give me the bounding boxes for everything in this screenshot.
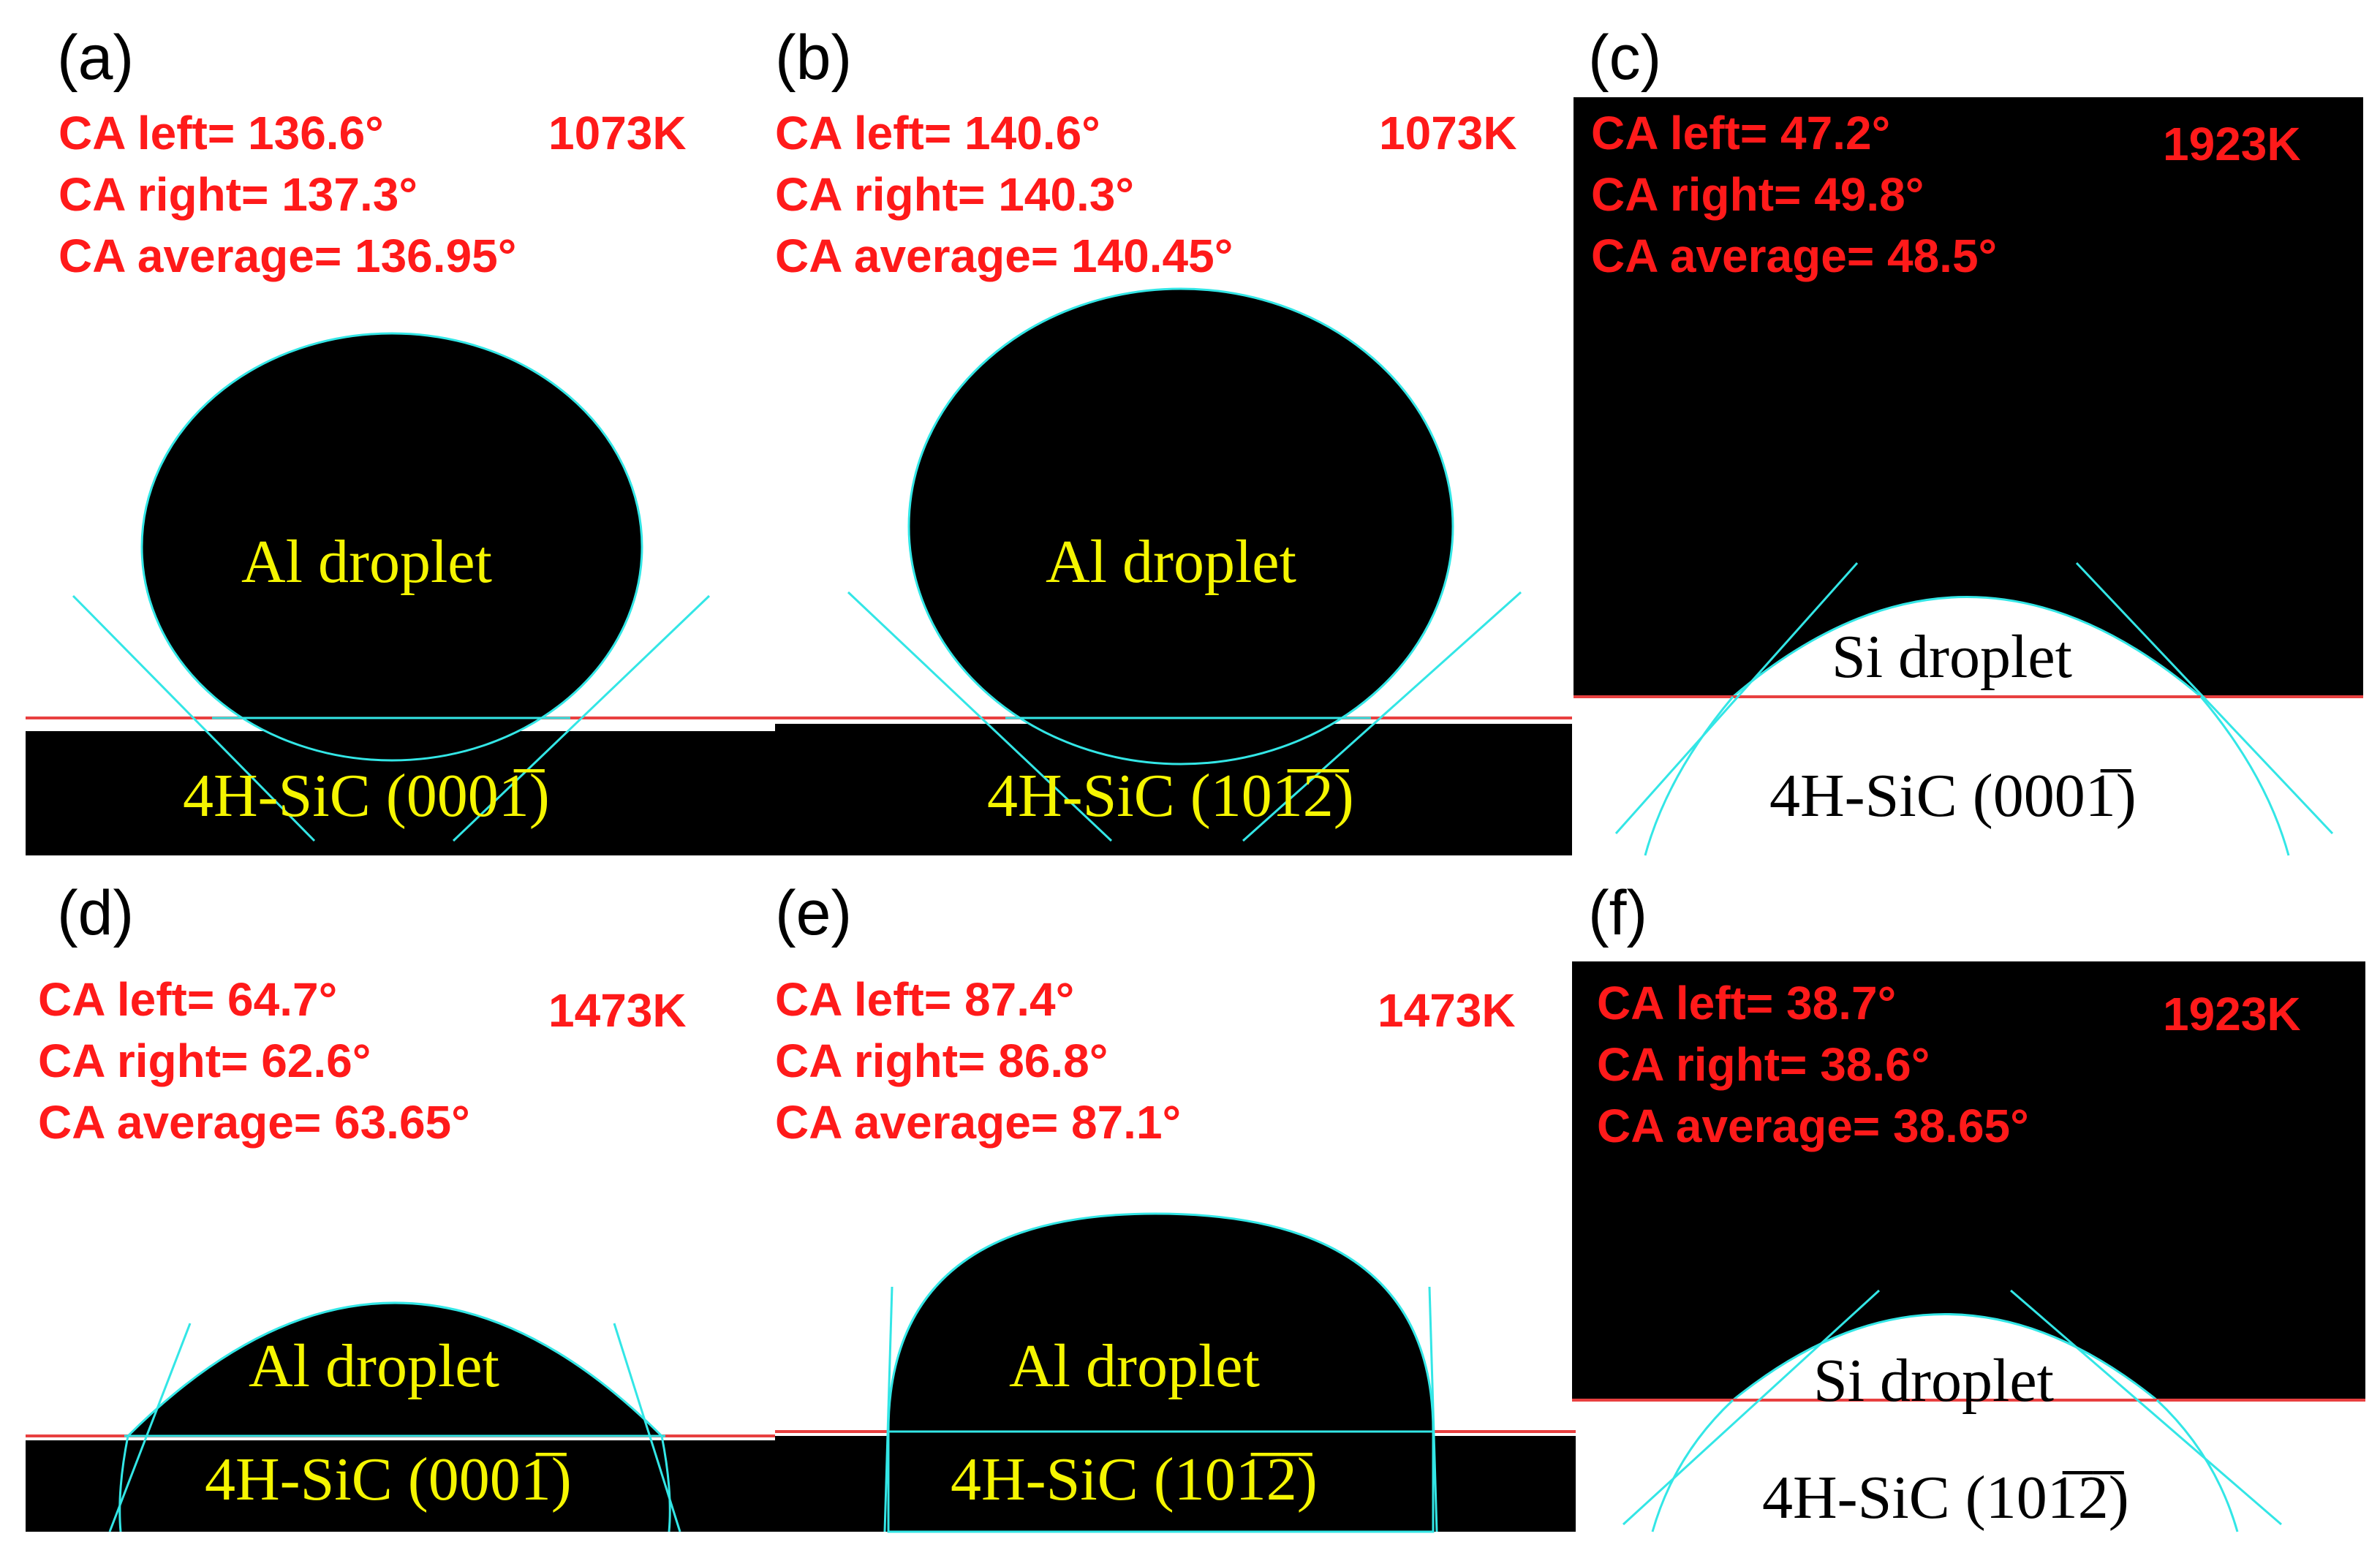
ca-values: CA left= 38.7° CA right= 38.6° CA averag… [1597,972,2029,1157]
panel-c: (c) CA left= 47.2° CA right= 49.8° CA av… [1572,0,2380,863]
panel-d: (d) CA left= 64.7° CA right= 62.6° CA av… [0,863,775,1550]
ca-left: CA left= 136.6° [58,107,384,159]
panel-e: (e) CA left= 87.4° CA right= 86.8° CA av… [775,863,1576,1550]
ca-average: CA average= 140.45° [775,230,1234,282]
fit-line [1428,1286,1438,1532]
droplet-label: Al droplet [1046,528,1296,596]
fit-line [452,594,711,842]
ca-left: CA left= 87.4° [775,973,1075,1026]
panel-e-image [775,1212,1576,1533]
ca-right: CA right= 86.8° [775,1035,1108,1087]
ca-right: CA right= 62.6° [38,1035,371,1087]
panel-d-image [26,1301,775,1532]
substrate-label: 4H-SiC (101̅2̅) [1762,1464,2129,1532]
ca-average: CA average= 87.1° [775,1096,1182,1149]
ca-values: CA left= 87.4° CA right= 86.8° CA averag… [775,969,1181,1153]
fit-line [72,594,316,842]
droplet [907,287,1454,765]
ca-left: CA left= 140.6° [775,107,1100,159]
temperature-label: 1073K [1379,107,1517,159]
panel-label: (e) [775,878,853,948]
ca-right: CA right= 140.3° [775,168,1134,221]
fit-line [1242,591,1522,842]
ca-average: CA average= 38.65° [1597,1100,2029,1152]
fit-line [2010,1289,2282,1526]
ca-average: CA average= 63.65° [38,1096,470,1149]
ca-right: CA right= 137.3° [58,168,418,221]
temperature-label: 1473K [1378,984,1516,1037]
substrate-label: 4H-SiC (101̅2̅) [951,1445,1318,1513]
temperature-label: 1073K [548,107,687,159]
temperature-label: 1923K [2163,988,2301,1040]
panel-label: (c) [1588,23,1662,93]
ca-average: CA average= 136.95° [58,230,517,282]
fit-line [108,1323,192,1532]
substrate-label: 4H-SiC (101̅2̅) [987,762,1354,830]
panel-b: (b) CA left= 140.6° CA right= 140.3° CA … [775,0,1572,863]
droplet-label: Al droplet [241,528,492,596]
droplet [1729,596,2205,698]
droplet-label: Al droplet [249,1332,499,1400]
panel-a-image [26,332,793,855]
ca-values: CA left= 47.2° CA right= 49.8° CA averag… [1591,102,1997,287]
droplet [125,1301,665,1437]
droplet [140,332,643,762]
substrate-label: 4H-SiC (0001̅) [205,1445,572,1513]
ca-average: CA average= 48.5° [1591,230,1998,282]
fit-line [1622,1289,1881,1526]
droplet-label: Al droplet [1009,1332,1260,1400]
fit-line [847,591,1113,842]
ca-values: CA left= 64.7° CA right= 62.6° CA averag… [38,969,470,1153]
panel-f-image [1572,961,2365,1532]
temperature-label: 1923K [2163,118,2301,170]
ca-right: CA right= 38.6° [1597,1038,1930,1091]
panel-label: (d) [57,878,135,948]
fit-line [1614,562,1859,834]
panel-label: (f) [1588,878,1648,948]
droplet [887,1212,1435,1533]
droplet [1729,1313,2161,1402]
ca-left: CA left= 38.7° [1597,977,1897,1029]
ca-left: CA left= 64.7° [38,973,338,1026]
ca-right: CA right= 49.8° [1591,168,1924,221]
panel-f: (f) CA left= 38.7° CA right= 38.6° CA av… [1572,863,2380,1550]
ca-values: CA left= 140.6° CA right= 140.3° CA aver… [775,102,1233,287]
panel-c-image [1574,97,2363,856]
ca-values: CA left= 136.6° CA right= 137.3° CA aver… [58,102,516,287]
fit-line [2075,562,2334,835]
substrate-label: 4H-SiC (0001̅) [1769,762,2137,830]
substrate [26,1440,775,1532]
panel-label: (b) [775,23,853,93]
panel-label: (a) [57,23,135,93]
droplet-label: Si droplet [1813,1347,2054,1415]
panel-b-image [775,287,1572,855]
droplet-label: Si droplet [1832,623,2072,691]
fit-line [883,1286,894,1532]
ca-left: CA left= 47.2° [1591,107,1891,159]
substrate-label: 4H-SiC (0001̅) [183,762,550,830]
panel-a: (a) CA left= 136.6° CA right= 137.3° CA … [0,0,793,863]
temperature-label: 1473K [548,984,687,1037]
